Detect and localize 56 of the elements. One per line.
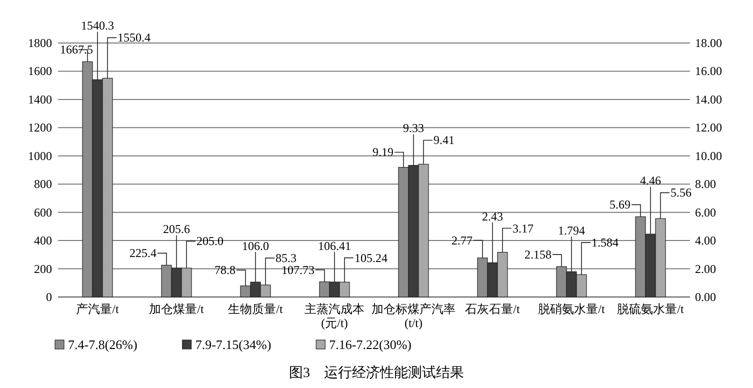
- y-tick-label: 1400: [28, 92, 52, 106]
- data-label: 106.0: [242, 239, 269, 254]
- y2-tick-label: 2.00: [695, 262, 716, 276]
- data-label: 1550.4: [118, 30, 150, 45]
- y2-tick-label: 8.00: [695, 177, 716, 192]
- data-label: 105.24: [354, 250, 388, 265]
- data-label: 4.46: [640, 174, 661, 188]
- y-tick-label: 1000: [28, 148, 52, 163]
- y-tick-label: 1600: [28, 64, 52, 78]
- x-tick-label: 加仓标煤产汽率 (t/t): [372, 302, 456, 330]
- data-label: 205.0: [196, 234, 224, 248]
- y2-tick-label: 10.00: [695, 148, 722, 163]
- data-label: 205.6: [163, 222, 190, 236]
- y2-tick-label: 12.00: [695, 120, 722, 135]
- y-tick-label: 400: [34, 234, 52, 248]
- y-tick-label: 0: [46, 290, 52, 304]
- legend-label: 7.16-7.22(30%): [329, 337, 412, 352]
- data-label: 1.794: [558, 224, 585, 238]
- data-label: 106.41: [318, 238, 351, 253]
- legend-label: 7.4-7.8(26%): [68, 337, 138, 352]
- x-tick-label: 生物质量/t: [228, 302, 284, 316]
- y2-tick-label: 0.00: [695, 290, 716, 304]
- y2-tick-label: 4.00: [695, 234, 716, 248]
- data-label: 225.4: [130, 246, 156, 260]
- y-tick-label: 800: [34, 177, 52, 192]
- y-tick-label: 1800: [28, 36, 52, 50]
- data-label: 9.19: [372, 145, 394, 160]
- data-label: 78.8: [214, 263, 236, 278]
- data-label: 1.584: [592, 236, 618, 250]
- legend-label: 7.9-7.15(34%): [195, 337, 272, 352]
- data-label: 5.56: [670, 186, 692, 200]
- data-label: 3.17: [512, 221, 534, 236]
- x-tick-label: 脱硝氨水量/t: [538, 302, 606, 316]
- data-label: 9.41: [434, 133, 454, 148]
- x-tick-label: 加仓煤量/t: [149, 302, 204, 316]
- y2-tick-label: 6.00: [695, 205, 716, 220]
- data-label: 2.158: [524, 248, 552, 262]
- y-tick-label: 600: [34, 205, 52, 220]
- x-tick-label: 石灰石量/t: [465, 302, 520, 316]
- x-tick-label: 脱硫氨水量/t: [617, 302, 684, 316]
- data-label: 2.43: [482, 209, 503, 224]
- data-label: 85.3: [276, 251, 296, 266]
- data-label: 1667.5: [60, 42, 93, 57]
- data-label: 2.77: [452, 233, 472, 248]
- y-tick-label: 1200: [28, 120, 52, 135]
- caption: 图3 运行经济性能测试结果: [289, 365, 464, 381]
- y-tick-label: 200: [34, 262, 52, 276]
- data-label: 107.73: [282, 262, 314, 277]
- data-label: 9.33: [403, 121, 424, 136]
- x-tick-label: 产汽量/t: [76, 302, 120, 316]
- data-label: 5.69: [610, 198, 630, 212]
- y2-tick-label: 16.00: [695, 64, 722, 78]
- data-label: 1540.3: [81, 18, 114, 33]
- y2-tick-label: 14.00: [695, 92, 722, 106]
- x-tick-label: 主蒸汽成本 (元/t): [304, 302, 364, 330]
- y2-tick-label: 18.00: [695, 36, 722, 50]
